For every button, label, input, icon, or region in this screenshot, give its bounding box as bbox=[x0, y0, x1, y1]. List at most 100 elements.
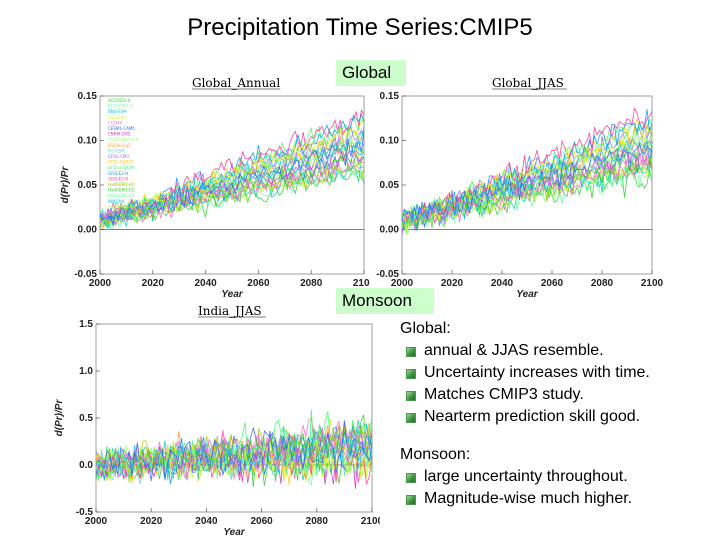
y-tick-label: 0.0 bbox=[79, 460, 93, 471]
global-point: Matches CMIP3 study. bbox=[400, 384, 718, 406]
y-tick-label: -0.05 bbox=[376, 269, 399, 280]
global-point: Nearterm prediction skill good. bbox=[400, 406, 718, 428]
y-tick-label: 0.15 bbox=[78, 91, 98, 102]
global-point: annual & JJAS resemble. bbox=[400, 340, 718, 362]
legend-item: HadGEM2-AO bbox=[108, 182, 135, 187]
global-annual-chart: Global_Annual -0.05 0.00 0.05 0.10 0.15 2000 20… bbox=[60, 72, 370, 298]
legend-item: CNRM-CM5 bbox=[108, 132, 131, 137]
legend-item: MRI-CGCM3 bbox=[108, 216, 132, 221]
series-line bbox=[99, 131, 365, 226]
chart-title: Global_Annual bbox=[192, 76, 280, 90]
bullet-icon bbox=[406, 413, 416, 423]
monsoon-points: large uncertainty throughout. Magnitude-… bbox=[400, 466, 718, 510]
series-line bbox=[99, 126, 365, 226]
bullet-icon bbox=[406, 347, 416, 357]
series-line bbox=[99, 164, 365, 227]
x-tick-label: 2100 bbox=[641, 278, 664, 289]
legend-item: HadGEM2-ES bbox=[108, 193, 135, 198]
series-line bbox=[95, 417, 373, 481]
series-line bbox=[95, 420, 373, 482]
y-tick-label: 0.10 bbox=[380, 136, 400, 147]
x-tick-label: 2060 bbox=[250, 516, 273, 527]
legend-item: HadGEM2-CC bbox=[108, 188, 135, 193]
y-tick-label: 0.5 bbox=[79, 413, 93, 424]
series-line bbox=[401, 128, 653, 233]
y-tick-label: 0.00 bbox=[380, 225, 400, 236]
x-axis-label: Year bbox=[223, 527, 245, 538]
legend-item: FIO-ESM bbox=[108, 148, 125, 153]
legend-item: GISS-E2-H bbox=[108, 171, 128, 176]
monsoon-point: Magnitude-wise much higher. bbox=[400, 488, 718, 510]
x-tick-label: 2040 bbox=[491, 278, 514, 289]
chart-title: India_JJAS bbox=[198, 304, 262, 318]
x-tick-label: 2020 bbox=[441, 278, 464, 289]
global_annual-svg: Global_Annual -0.05 0.00 0.05 0.10 0.15 2000 20… bbox=[60, 76, 370, 298]
series-line bbox=[401, 145, 653, 231]
y-tick-label: 1.5 bbox=[79, 319, 93, 330]
global-heading: Global: bbox=[400, 320, 451, 337]
x-axis-label: Year bbox=[516, 289, 538, 298]
series-line bbox=[401, 143, 653, 221]
series-line bbox=[95, 424, 373, 474]
series-line bbox=[401, 156, 653, 225]
india-jjas-chart: India_JJAS -0.5 0.0 0.5 1.0 1.5 2000 2020 2040 20… bbox=[50, 300, 380, 538]
global_jjas-svg: Global_JJAS -0.05 0.00 0.05 0.10 0.15 2000 2020… bbox=[376, 76, 664, 298]
x-tick-label: 2040 bbox=[194, 278, 217, 289]
legend-item: GFDL-CM3 bbox=[108, 154, 129, 159]
monsoon-heading: Monsoon: bbox=[400, 446, 471, 463]
series-line bbox=[401, 109, 653, 224]
bullet-icon bbox=[406, 473, 416, 483]
bullet-icon bbox=[406, 369, 416, 379]
notes-panel: Global: annual & JJAS resemble. Uncertai… bbox=[400, 318, 718, 510]
monsoon-point: large uncertainty throughout. bbox=[400, 466, 718, 488]
x-tick-label: 2080 bbox=[591, 278, 614, 289]
x-tick-label: 2000 bbox=[391, 278, 414, 289]
global-jjas-chart: Global_JJAS -0.05 0.00 0.05 0.10 0.15 2000 2020… bbox=[372, 72, 672, 298]
y-tick-label: -0.5 bbox=[76, 507, 94, 518]
bullet-icon bbox=[406, 495, 416, 505]
monsoon-tag: Monsoon bbox=[336, 288, 434, 314]
legend-item: CESM1-CAM5 bbox=[108, 126, 135, 131]
legend-item: ACCESS1-0 bbox=[108, 98, 131, 103]
y-tick-label: -0.05 bbox=[74, 269, 97, 280]
series-line bbox=[99, 159, 365, 225]
series-line bbox=[99, 113, 365, 224]
y-tick-label: 0.15 bbox=[380, 91, 400, 102]
legend-item: CSIRO-Mk3-6-0 bbox=[108, 137, 139, 142]
x-tick-label: 2040 bbox=[195, 516, 218, 527]
x-tick-label: 2020 bbox=[142, 278, 165, 289]
x-tick-label: 2060 bbox=[541, 278, 564, 289]
global-tag: Global bbox=[336, 60, 406, 86]
india_jjas-svg: India_JJAS -0.5 0.0 0.5 1.0 1.5 2000 2020 2040 20… bbox=[54, 304, 380, 538]
x-tick-label: 2000 bbox=[89, 278, 112, 289]
legend-item: MIROC5 bbox=[108, 210, 124, 215]
global-points: annual & JJAS resemble. Uncertainty incr… bbox=[400, 340, 718, 428]
x-tick-label: 2100 bbox=[353, 278, 370, 289]
legend-item: CCSM4 bbox=[108, 120, 123, 125]
y-tick-label: 0.05 bbox=[380, 180, 400, 191]
y-tick-label: 0.05 bbox=[78, 180, 98, 191]
x-axis-label: Year bbox=[221, 289, 243, 298]
legend-item: FGOALS-g2 bbox=[108, 143, 131, 148]
y-axis-label: d(Pr)/Pr bbox=[54, 399, 65, 437]
bullet-icon bbox=[406, 391, 416, 401]
x-tick-label: 2080 bbox=[300, 278, 323, 289]
y-tick-label: 0.10 bbox=[78, 136, 98, 147]
chart-title: Global_JJAS bbox=[492, 76, 564, 90]
global-point: Uncertainty increases with time. bbox=[400, 362, 718, 384]
legend-item: CanESM2 bbox=[108, 115, 127, 120]
slide-title: Precipitation Time Series:CMIP5 bbox=[187, 14, 533, 41]
x-tick-label: 2000 bbox=[85, 516, 108, 527]
legend-item: IPSL-CM5A-LR bbox=[108, 204, 136, 209]
series-line bbox=[99, 113, 365, 227]
y-axis-label: d(Pr)/Pr bbox=[60, 166, 71, 204]
legend-item: BNU-ESM bbox=[108, 109, 127, 114]
x-tick-label: 2100 bbox=[361, 516, 380, 527]
series-line bbox=[99, 126, 365, 229]
legend-item: GISS-E2-R bbox=[108, 176, 128, 181]
y-tick-label: 1.0 bbox=[79, 366, 93, 377]
x-tick-label: 2080 bbox=[306, 516, 329, 527]
plot-area bbox=[95, 323, 373, 513]
series-line bbox=[95, 423, 373, 481]
legend-item: INMCM4 bbox=[108, 199, 125, 204]
